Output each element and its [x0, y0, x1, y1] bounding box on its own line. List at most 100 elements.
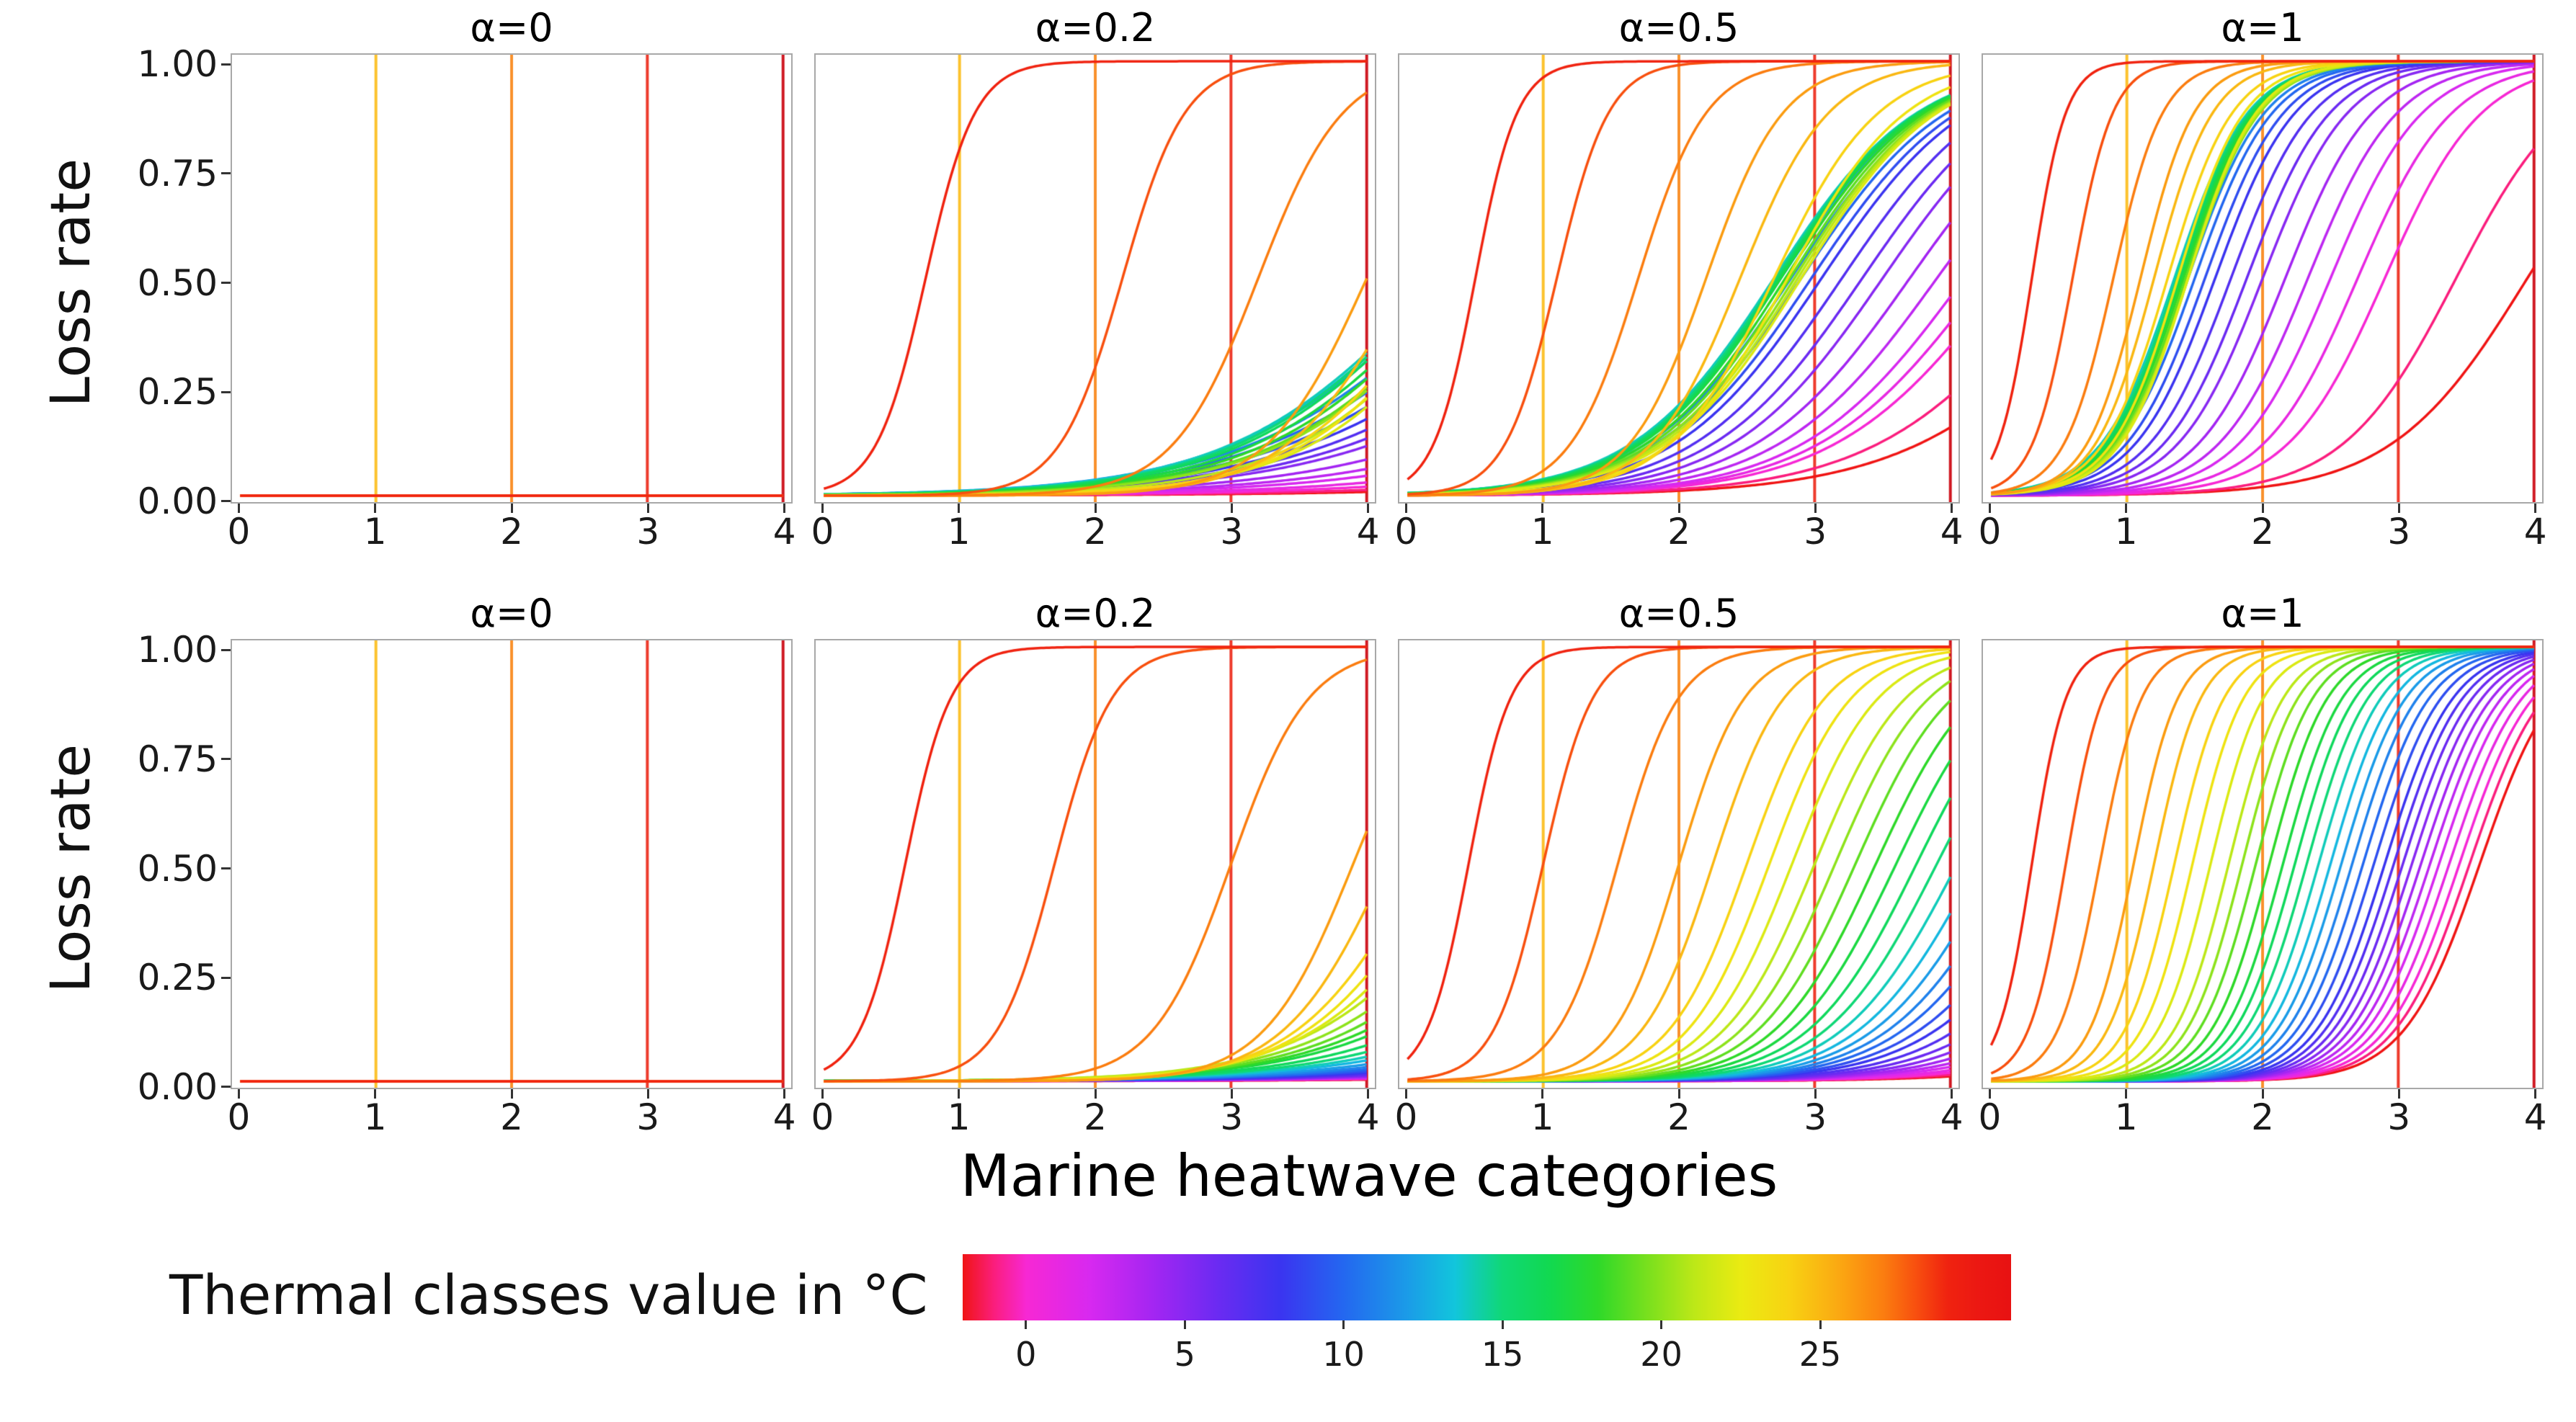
x-tick-mark: [1230, 1089, 1233, 1099]
x-tick-label: 0: [811, 511, 834, 553]
x-tick-label: 3: [636, 1096, 660, 1138]
colorbar-tick-mark: [1025, 1320, 1028, 1329]
colorbar-tick-label: 25: [1799, 1335, 1842, 1374]
panel-title: α=1: [2221, 5, 2304, 50]
plot-area: [1982, 639, 2544, 1089]
x-tick-label: 2: [500, 1096, 523, 1138]
x-tick-mark: [1404, 504, 1407, 513]
x-tick-label: 3: [1804, 511, 1827, 553]
x-tick-label: 2: [2251, 1096, 2274, 1138]
panel-alpha-0: α=0 0 1 2 3 4: [227, 6, 795, 555]
y-tick-label: 0.50: [137, 847, 218, 890]
x-tick-label: 0: [227, 1096, 251, 1138]
x-axis-label-row: Marine heatwave categories: [162, 1142, 2576, 1209]
x-tick-mark: [1230, 504, 1233, 513]
x-tick-mark: [1541, 1089, 1544, 1099]
x-tick-mark: [783, 1089, 786, 1099]
y-tick-mark: [221, 390, 231, 393]
x-tick-mark: [821, 1089, 824, 1099]
plot-canvas: [231, 639, 793, 1089]
x-axis-ticks: 0 1 2 3 4: [811, 1089, 1380, 1141]
x-tick-mark: [958, 1089, 961, 1099]
x-tick-label: 1: [363, 1096, 387, 1138]
y-axis-ticks: 1.00 0.75 0.50 0.25 0.00: [101, 630, 231, 1106]
x-tick-label: 4: [2523, 511, 2547, 553]
x-tick-mark: [646, 504, 649, 513]
x-tick-label: 0: [1394, 1096, 1418, 1138]
x-tick-mark: [237, 504, 240, 513]
x-tick-mark: [2125, 504, 2128, 513]
y-axis-label-column: Loss rate: [38, 591, 102, 1094]
x-tick-mark: [1367, 504, 1370, 513]
y-tick-mark: [221, 758, 231, 761]
x-tick-label: 3: [1220, 1096, 1244, 1138]
y-tick-mark: [221, 976, 231, 979]
x-tick-mark: [1951, 1089, 1953, 1099]
x-tick-label: 0: [1978, 511, 2002, 553]
x-tick-mark: [1814, 504, 1817, 513]
x-tick-mark: [237, 1089, 240, 1099]
x-axis-label: Marine heatwave categories: [960, 1142, 1778, 1209]
colorbar-tick-mark: [1819, 1320, 1822, 1329]
x-tick-mark: [821, 504, 824, 513]
x-tick-mark: [1541, 504, 1544, 513]
colorbar-tick-label: 5: [1174, 1335, 1195, 1374]
x-tick-label: 2: [1084, 511, 1107, 553]
x-tick-mark: [2397, 504, 2400, 513]
x-tick-label: 4: [1940, 1096, 1964, 1138]
y-tick-mark: [221, 1086, 231, 1088]
y-tick-mark: [221, 867, 231, 869]
colorbar-tick-mark: [1342, 1320, 1345, 1329]
plot-area: [1982, 53, 2544, 504]
x-tick-mark: [2397, 1089, 2400, 1099]
y-tick-mark: [221, 63, 231, 66]
x-tick-label: 1: [2114, 1096, 2138, 1138]
y-axis-ticks: 1.00 0.75 0.50 0.25 0.00: [101, 45, 231, 521]
x-tick-label: 1: [363, 511, 387, 553]
x-tick-label: 3: [2387, 511, 2411, 553]
x-tick-label: 0: [1394, 511, 1418, 553]
panel-title: α=0: [470, 591, 553, 636]
x-tick-mark: [2125, 1089, 2128, 1099]
panel-alpha-0.2: α=0.2 0 1 2 3 4: [811, 5, 1379, 555]
plot-area: [231, 53, 793, 504]
colorbar-tick-label: 15: [1481, 1335, 1524, 1374]
x-axis-ticks: 0 1 2 3 4: [1394, 1089, 1964, 1141]
x-tick-label: 0: [227, 511, 251, 553]
x-tick-mark: [1988, 504, 1991, 513]
colorbar-tick-label: 10: [1322, 1335, 1365, 1374]
plot-canvas: [231, 53, 793, 504]
x-tick-mark: [1367, 1089, 1370, 1099]
plot-area: [814, 639, 1376, 1089]
x-tick-label: 2: [1084, 1096, 1107, 1138]
y-tick-mark: [221, 500, 231, 503]
x-axis-ticks: 0 1 2 3 4: [1978, 1089, 2547, 1141]
panel-alpha-1: α=1 0 1 2 3 4: [1978, 591, 2547, 1141]
colorbar-tick-label: 20: [1640, 1335, 1683, 1374]
x-tick-label: 4: [1356, 1096, 1380, 1138]
x-axis-ticks: 0 1 2 3 4: [1394, 504, 1964, 555]
y-tick-label: 0.50: [137, 261, 218, 304]
y-axis-label: Loss rate: [38, 743, 102, 993]
y-tick-mark: [221, 172, 231, 175]
x-tick-label: 4: [772, 1096, 796, 1138]
y-tick-label: 1.00: [137, 43, 218, 86]
panel-alpha-0.2: α=0.2 0 1 2 3 4: [811, 591, 1380, 1141]
x-tick-mark: [374, 504, 377, 513]
plot-area: [1398, 53, 1960, 504]
plot-canvas: [1398, 639, 1960, 1089]
plot-canvas: [1398, 53, 1960, 504]
colorbar-tick-mark: [1501, 1320, 1504, 1329]
x-tick-label: 1: [1530, 1096, 1554, 1138]
x-tick-label: 3: [1804, 1096, 1827, 1138]
panel-title: α=0.2: [1035, 5, 1156, 50]
x-axis-ticks: 0 1 2 3 4: [1978, 504, 2547, 555]
x-tick-label: 4: [1356, 511, 1380, 553]
x-tick-label: 3: [1220, 511, 1244, 553]
colorbar-label: Thermal classes value in °C: [169, 1263, 928, 1327]
x-tick-mark: [510, 1089, 513, 1099]
x-tick-mark: [2534, 504, 2537, 513]
x-tick-label: 1: [947, 511, 971, 553]
x-tick-label: 2: [500, 511, 523, 553]
panel-title: α=1: [2221, 591, 2304, 636]
